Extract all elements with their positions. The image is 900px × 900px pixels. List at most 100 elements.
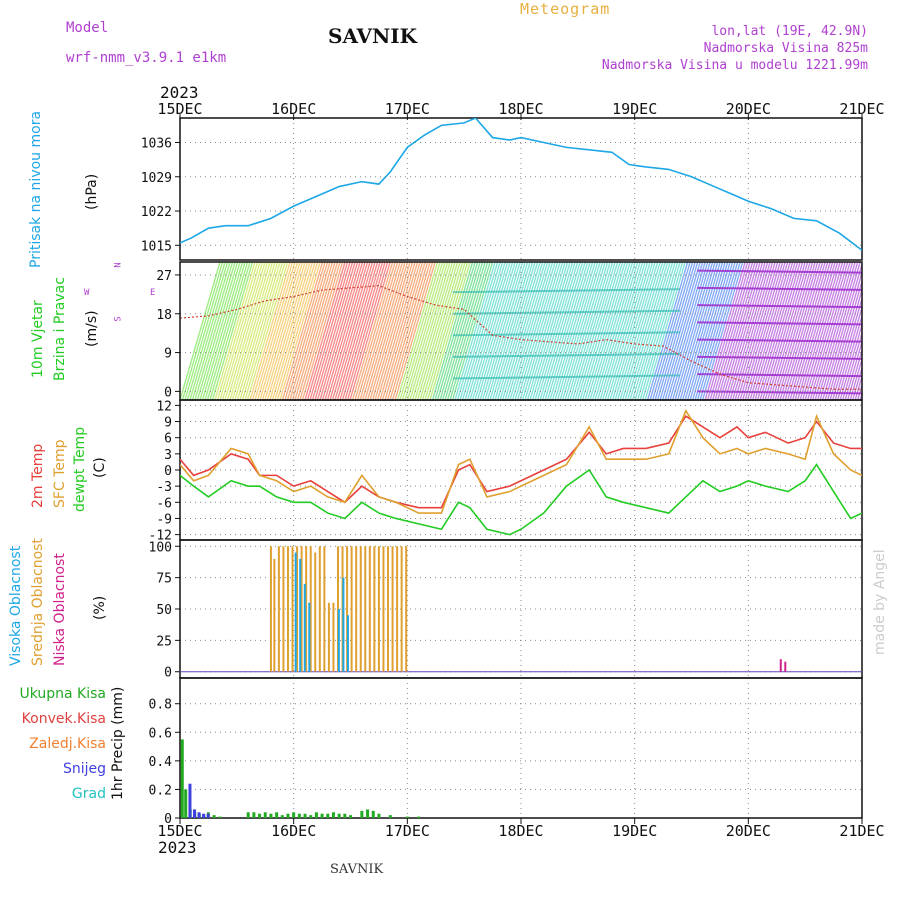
- wind-barb-stroke: [646, 262, 689, 400]
- wind-barb-stroke: [754, 262, 796, 400]
- y-tick-label: 75: [156, 572, 172, 587]
- y-tick-label: 100: [149, 540, 172, 555]
- y-tick-label: 3: [164, 448, 172, 463]
- wind-calm-row: [697, 269, 862, 274]
- wind-barb-stroke: [649, 262, 691, 400]
- wind-barb-stroke: [656, 262, 699, 400]
- wind-barb-stroke: [374, 262, 416, 400]
- wind-barb-stroke: [221, 262, 264, 400]
- precip-total-bar: [360, 810, 364, 818]
- wind-barb-stroke: [381, 262, 424, 400]
- precip-panel: 0 0.2 0.4 0.6 0.8: [149, 677, 863, 827]
- wind-barb-stroke: [421, 262, 464, 400]
- wind-barb-stroke: [326, 262, 369, 400]
- precip-total-bar: [218, 816, 222, 818]
- wind-barb-stroke: [639, 262, 681, 400]
- wind-barb-stroke: [446, 262, 489, 400]
- wind-barb-stroke: [224, 262, 266, 400]
- wind-barb-stroke: [839, 322, 862, 400]
- wind-barb-stroke: [699, 262, 741, 400]
- x-tick-label-bottom: 17DEC: [385, 822, 430, 840]
- wind-barb-stroke: [719, 262, 761, 400]
- wind-barb-stroke: [769, 262, 811, 400]
- wind-barb-stroke: [344, 262, 386, 400]
- wind-barb-stroke: [304, 262, 346, 400]
- wind-barb-stroke: [251, 262, 294, 400]
- y-tick-label: 0.6: [149, 726, 172, 741]
- wind-barb-stroke: [689, 262, 731, 400]
- wind-barb-stroke: [271, 262, 314, 400]
- precip-total-bar: [343, 813, 347, 818]
- sfc-temp-line: [180, 409, 862, 514]
- wind-barb-stroke: [299, 262, 341, 400]
- wind-barb-stroke: [786, 262, 829, 400]
- wind-speed-line: [180, 285, 862, 390]
- wind-barb-stroke: [306, 262, 349, 400]
- wind-barb-stroke: [239, 262, 281, 400]
- wind-barb-stroke: [694, 262, 736, 400]
- precip-total-bar: [263, 812, 267, 818]
- wind-barb-stroke: [679, 262, 721, 400]
- wind-barb-stroke: [319, 262, 361, 400]
- precip-snow-bar: [193, 809, 197, 818]
- wind-barb-stroke: [761, 262, 804, 400]
- wind-barb-stroke: [180, 262, 221, 400]
- temp-2m-line: [180, 415, 862, 509]
- y-tick-label: 1029: [141, 171, 172, 186]
- wind-barb-stroke: [456, 262, 499, 400]
- wind-barb-stroke: [441, 262, 484, 400]
- precip-legend-snow: Snijeg: [62, 761, 106, 777]
- wind-barb-stroke: [234, 262, 276, 400]
- wind-barb-stroke: [716, 262, 759, 400]
- wind-barb-stroke: [449, 262, 491, 400]
- wind-barb-stroke: [286, 262, 329, 400]
- station-title: SAVNIK: [328, 24, 418, 48]
- wind-barb-stroke: [814, 262, 856, 400]
- wind-barb-stroke: [811, 262, 854, 400]
- wind-barb-stroke: [206, 262, 249, 400]
- wind-barb-stroke: [211, 262, 254, 400]
- wind-barb-stroke: [451, 262, 494, 400]
- wind-barb-stroke: [264, 262, 306, 400]
- wind-barb-stroke: [709, 262, 751, 400]
- wind-barb-stroke: [734, 262, 776, 400]
- precip-total-bar: [320, 813, 324, 818]
- wind-barb-stroke: [331, 262, 374, 400]
- precip-total-bar: [388, 815, 392, 818]
- wind-barb-stroke: [631, 262, 674, 400]
- model-label: Model: [66, 20, 109, 36]
- wind-barb-stroke: [349, 262, 391, 400]
- wind-barb-stroke: [726, 262, 769, 400]
- wind-barb-stroke: [416, 262, 459, 400]
- precip-total-bar: [246, 812, 250, 818]
- wind-barb-stroke: [389, 262, 431, 400]
- y-tick-label: 0: [164, 666, 172, 681]
- y-tick-label: 0: [164, 812, 172, 827]
- wind-barb-stroke: [191, 262, 234, 400]
- wind-barb-stroke: [279, 262, 321, 400]
- wind-barb-stroke: [426, 262, 469, 400]
- wind-calm-row: [697, 373, 862, 378]
- wind-calm-row: [697, 286, 862, 291]
- compass-w: W: [84, 288, 90, 298]
- precip-legend-conv: Konvek.Kisa: [21, 711, 106, 727]
- wind-barb-stroke: [276, 262, 319, 400]
- y-tick-label: -9: [156, 512, 172, 527]
- wind-barb-stroke: [791, 262, 834, 400]
- wind-barb-stroke: [444, 262, 486, 400]
- wind-barb-stroke: [246, 262, 289, 400]
- wind-barb-stroke: [436, 262, 479, 400]
- y-tick-label: -3: [156, 480, 172, 495]
- wind-barb-stroke: [231, 262, 274, 400]
- wind-barb-stroke: [706, 262, 749, 400]
- wind-barb-stroke: [309, 262, 351, 400]
- wind-barb-stroke: [676, 262, 719, 400]
- y-tick-label: 0.2: [149, 783, 172, 798]
- wind-barb-stroke: [759, 262, 801, 400]
- precip-legend-frz: Zaledj.Kisa: [29, 736, 106, 752]
- wind-barb-stroke: [731, 262, 774, 400]
- wind-barb-stroke: [674, 262, 716, 400]
- y-tick-label: 27: [156, 269, 172, 284]
- precip-total-bar: [303, 813, 307, 818]
